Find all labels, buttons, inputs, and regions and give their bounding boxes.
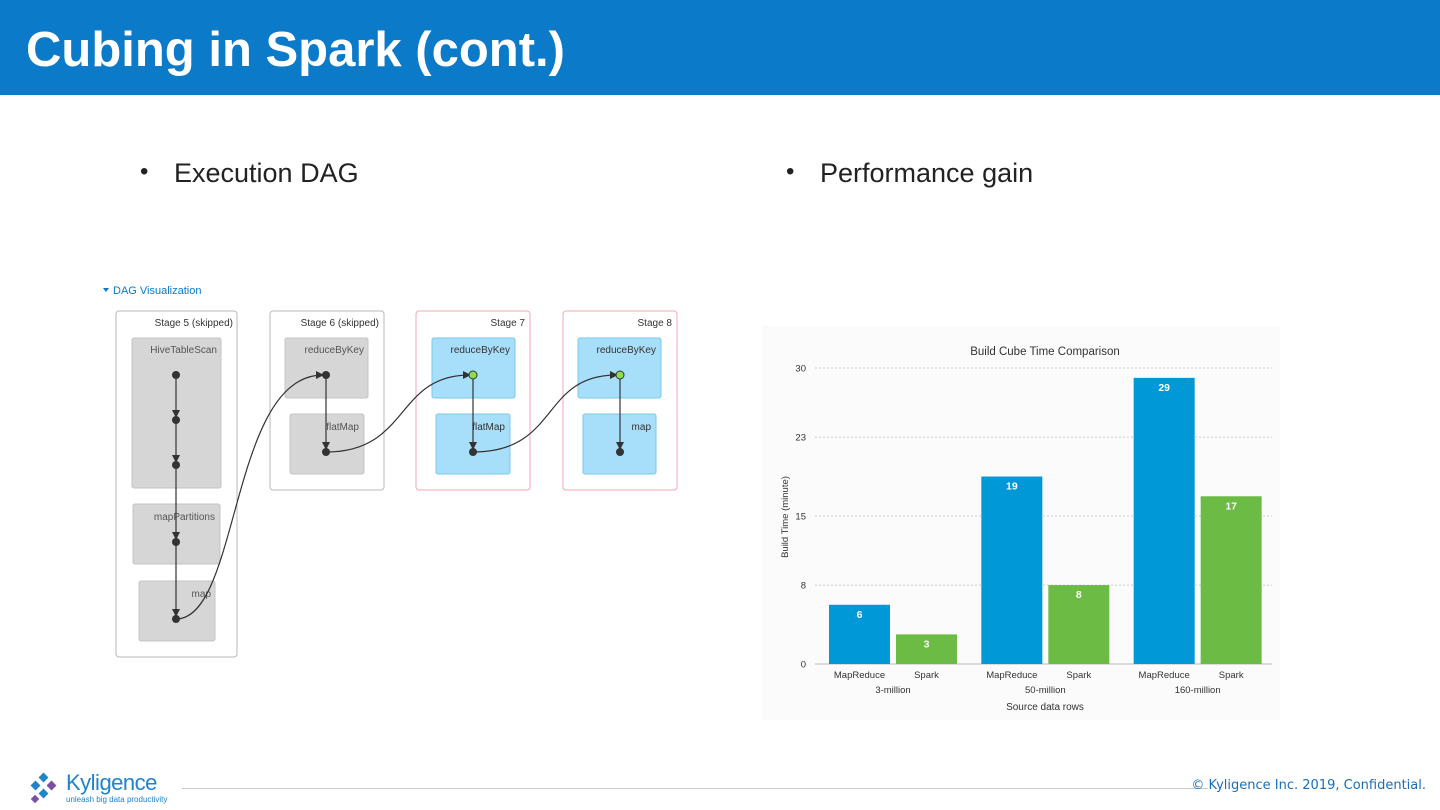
dag-node-cached [615,370,625,380]
bullet-dot: • [786,158,795,185]
op-label: reduceByKey [451,345,510,356]
dag-node [172,538,180,546]
x-tick-label: Spark [1219,670,1244,681]
y-tick-label: 23 [795,433,806,444]
chart-gridlines [815,367,1272,665]
chart-title: Build Cube Time Comparison [970,346,1120,358]
dag-edge [472,371,618,453]
caret-down-icon[interactable] [103,288,109,292]
chart-bar [1200,496,1262,664]
chart-bar [1048,585,1110,664]
bullet-label: Performance gain [820,158,1034,188]
dag-node [469,448,477,456]
x-tick-label: MapReduce [986,670,1037,681]
chart-bar [829,604,890,664]
chart-group-labels: 3-million 50-million 160-million [875,685,1220,696]
x-group-label: 3-million [875,685,910,696]
dag-edges [172,371,624,620]
bullet-performance-gain: • Performance gain [786,158,1034,189]
chart-x-ticks: MapReduce Spark MapReduce Spark MapReduce Spa… [834,670,1244,681]
op-label: flatMap [472,422,505,433]
y-tick-label: 8 [801,581,806,592]
footer-copyright: © Kyligence Inc. 2019, Confidential. [1191,778,1426,793]
y-tick-label: 15 [795,512,806,523]
kyligence-logo: Kyligence unleash big data productivity [28,770,178,806]
y-tick-label: 0 [801,660,806,671]
dag-node [322,371,330,379]
slide-title: Cubing in Spark (cont.) [26,23,565,77]
dag-node [172,461,180,469]
x-group-label: 50-million [1025,685,1066,696]
chart-data-labels: 6 3 19 8 29 17 [857,382,1238,651]
dag-edge [175,371,324,620]
x-tick-label: Spark [1066,670,1091,681]
dag-nodes [172,370,625,623]
bar-value-label: 6 [857,609,863,621]
dag-node [616,448,624,456]
bar-value-label: 17 [1225,500,1237,512]
stage-label: Stage 5 (skipped) [155,318,233,329]
op-label: flatMap [326,422,359,433]
stage-label: Stage 7 [491,318,526,329]
logo-tagline: unleash big data productivity [66,795,168,804]
x-tick-label: MapReduce [834,670,885,681]
dag-node-cached [468,370,478,380]
op-label: reduceByKey [597,345,656,356]
x-tick-label: MapReduce [1139,670,1190,681]
kyligence-logo-icon [30,772,57,804]
chart-bar [981,476,1043,664]
bar-value-label: 29 [1158,382,1170,394]
chart-bar [896,634,957,664]
x-group-label: 160-million [1175,685,1221,696]
y-tick-label: 30 [795,364,806,375]
dag-node [172,416,180,424]
dag-node [172,615,180,623]
bar-value-label: 3 [924,638,930,650]
logo-name: Kyligence [66,770,157,795]
chart-bars [829,377,1262,664]
chart-y-ticks: 0 8 15 23 30 [795,364,806,671]
dag-visualization: DAG Visualization Stage 5 (skipped) Hive… [103,285,678,658]
dag-toggle-label[interactable]: DAG Visualization [113,285,201,297]
op-label: map [192,589,212,600]
dag-node [322,448,330,456]
bar-value-label: 8 [1076,589,1082,601]
dag-node [172,371,180,379]
stage-label: Stage 8 [638,318,673,329]
stage-label: Stage 6 (skipped) [301,318,379,329]
chart-y-axis-label: Build Time (minute) [780,476,791,558]
dag-stage-6: Stage 6 (skipped) reduceByKey flatMap [269,310,385,491]
op-label: reduceByKey [305,345,364,356]
x-tick-label: Spark [914,670,939,681]
slide-header: Cubing in Spark (cont.) [0,0,1440,95]
op-label: HiveTableScan [150,345,217,356]
op-label: mapPartitions [154,512,215,523]
chart-bar [1133,377,1195,664]
bullet-execution-dag: • Execution DAG [140,158,359,189]
footer-divider [182,788,1208,789]
chart-x-axis-label: Source data rows [1006,702,1084,713]
dag-edge [325,371,471,453]
bullet-label: Execution DAG [174,158,359,188]
bar-value-label: 19 [1006,481,1018,493]
op-label: map [632,422,652,433]
bullet-dot: • [140,158,149,185]
